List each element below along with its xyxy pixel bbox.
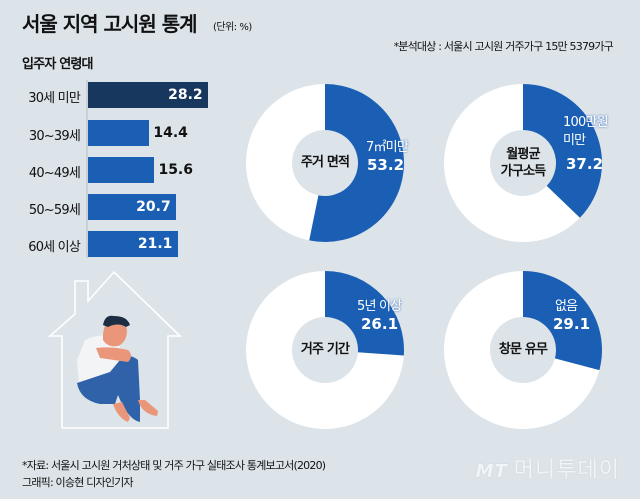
donut-slice-highlight [309, 84, 404, 242]
house-outline [47, 270, 182, 429]
bar-chart-title: 입주자 연령대 [22, 57, 93, 72]
bar-axis-line [86, 80, 88, 258]
donut-value-residence-period: 26.1 [361, 315, 399, 333]
analysis-note: *분석대상 : 서울시 고시원 거주가구 15만 5379가구 [393, 40, 614, 53]
donut-value-window: 29.1 [553, 315, 591, 333]
donut-category-residence-period: 5년 이상 [357, 299, 402, 314]
donut-slice-rest [443, 271, 600, 429]
bar [88, 120, 150, 146]
donut-title-window: 창문 유무 [498, 342, 548, 357]
bar [88, 231, 178, 257]
donut-category-housing-area: 7㎡미만 [366, 140, 409, 155]
logo-mark: MT [475, 461, 508, 482]
bar-value-label: 15.6 [158, 162, 193, 178]
donut-title-line: 월평균 [506, 147, 540, 162]
bar-category-label: 60세 이상 [28, 240, 81, 255]
bar-category-label: 30~39세 [28, 129, 81, 144]
donut-value-income: 37.2 [566, 155, 604, 173]
donut-slice-rest [443, 84, 580, 243]
donut-slice-highlight [523, 84, 602, 218]
bar-category-label: 50~59세 [28, 203, 81, 218]
donut-category-income-line2: 미만 [563, 133, 586, 148]
page-title: 서울 지역 고시원 통계 [22, 12, 197, 36]
donut-slice-rest [245, 84, 325, 241]
donut-title-housing-area: 주거 면적 [300, 155, 350, 170]
bar-value-label: 20.7 [136, 199, 171, 215]
bar [88, 82, 209, 108]
graphic-credit: 그래픽: 이승현 디자인기자 [22, 476, 134, 489]
bar-category-label: 40~49세 [28, 166, 81, 181]
sitting-person-icon [77, 315, 158, 422]
bar-value-label: 28.2 [168, 87, 203, 103]
unit-label: (단위: %) [213, 22, 252, 33]
donut-slice-highlight [523, 271, 602, 371]
donut-title-income: 월평균 가구소득 [483, 146, 563, 180]
donut-slice-rest [246, 271, 404, 429]
bar-category-label: 30세 미만 [28, 91, 81, 106]
donut-title-line: 가구소득 [500, 164, 546, 179]
bar-value-label: 14.4 [153, 125, 188, 141]
house-illustration-icon [47, 270, 182, 429]
bar [88, 194, 177, 220]
donut-category-income: 100만원 [563, 115, 609, 130]
moneytoday-logo: MT 머니투데이 [476, 452, 620, 484]
donut-slice-highlight [325, 271, 404, 356]
source-note: *자료: 서울시 고시원 거처상태 및 거주 가구 실태조사 통계보고서(202… [22, 459, 326, 472]
donut-title-residence-period: 거주 기간 [300, 342, 350, 357]
logo-text: 머니투데이 [513, 458, 620, 483]
bar [88, 157, 155, 183]
donut-category-window: 없음 [555, 299, 578, 314]
donut-value-housing-area: 53.2 [367, 156, 405, 174]
bar-value-label: 21.1 [137, 236, 173, 252]
